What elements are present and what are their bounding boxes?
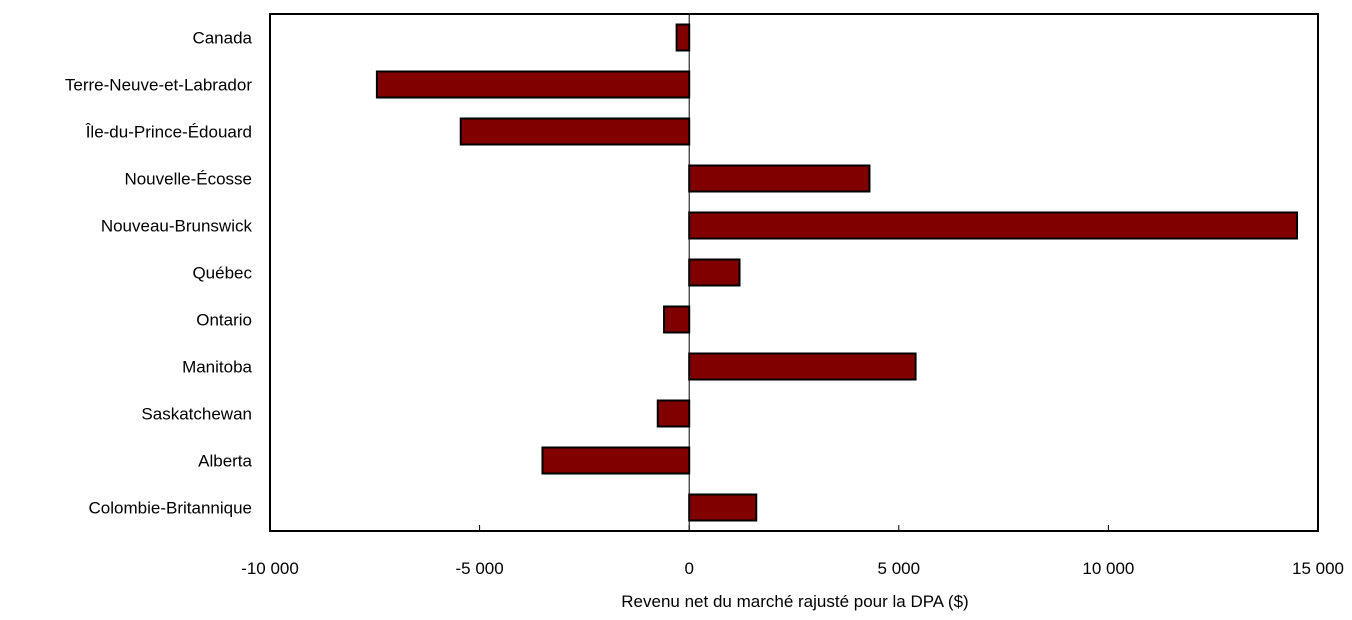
bar-1: [375, 70, 691, 99]
bar-6: [663, 305, 691, 334]
category-label: Nouveau-Brunswick: [101, 217, 253, 236]
x-tick-label: 0: [684, 559, 693, 578]
category-label: Colombie-Britannique: [89, 499, 252, 518]
x-tick-label: 5 000: [878, 559, 921, 578]
x-ticks-group: -10 000 -5 000 0 5 000 10 000 15 000: [241, 525, 1344, 578]
category-label: Alberta: [198, 452, 252, 471]
category-label: Île-du-Prince-Édouard: [85, 123, 252, 142]
category-label: Saskatchewan: [141, 405, 252, 424]
x-tick-label: 15 000: [1292, 559, 1344, 578]
bar-5: [688, 258, 741, 287]
plot-area-frame: [269, 13, 1319, 532]
bar-0: [675, 23, 691, 52]
category-label: Manitoba: [182, 358, 252, 377]
x-axis-title: Revenu net du marché rajusté pour la DPA…: [621, 592, 968, 611]
category-label: Ontario: [196, 311, 252, 330]
bar-7: [688, 352, 917, 381]
category-labels-group: Canada Terre-Neuve-et-Labrador Île-du-Prin…: [65, 29, 253, 518]
x-tick-label: -10 000: [241, 559, 299, 578]
bar-4: [688, 211, 1299, 240]
x-tick-label: 10 000: [1082, 559, 1134, 578]
category-label: Terre-Neuve-et-Labrador: [65, 76, 252, 95]
category-label: Nouvelle-Écosse: [124, 170, 252, 189]
bar-10: [688, 493, 758, 522]
bar-3: [688, 164, 871, 193]
category-label: Canada: [192, 29, 252, 48]
category-label: Québec: [192, 264, 252, 283]
bar-8: [656, 399, 691, 428]
bar-9: [541, 446, 691, 475]
bar-2: [459, 117, 691, 146]
bars-group: [375, 23, 1299, 522]
x-tick-label: -5 000: [455, 559, 503, 578]
